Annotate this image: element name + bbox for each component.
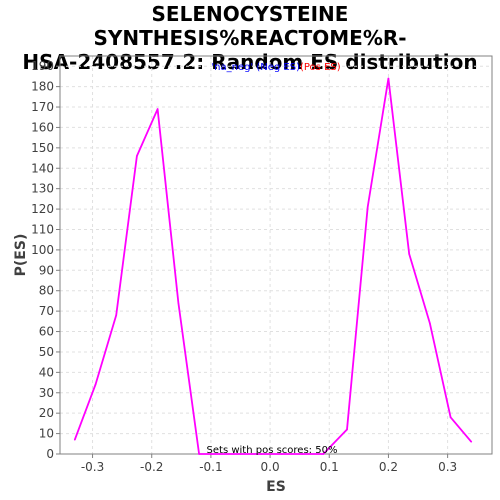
y-tick-label: 160 (31, 120, 54, 134)
data-point (366, 206, 369, 208)
data-point (94, 383, 97, 386)
legend: 'na_neg' (Neg ES)(Pos ES) (211, 62, 340, 73)
data-point (301, 453, 304, 455)
data-point (260, 453, 263, 455)
data-point (115, 314, 118, 317)
y-tick-label: 80 (39, 284, 54, 298)
y-tick-label: 170 (31, 100, 54, 114)
data-point (218, 453, 221, 455)
x-tick-label: 0.2 (379, 460, 398, 474)
x-tick-label: 0.1 (320, 460, 339, 474)
data-point (429, 322, 431, 325)
x-axis: -0.3 -0.2 -0.1 0.0 0.1 0.2 0.3 (81, 454, 457, 474)
chart-title: SELENOCYSTEINE SYNTHESIS%REACTOME%R- HSA… (0, 2, 500, 74)
y-tick-label: 70 (39, 304, 54, 318)
y-tick-label: 120 (31, 202, 54, 216)
y-tick-label: 20 (39, 406, 54, 420)
grid (60, 56, 492, 455)
data-point (387, 77, 390, 80)
y-axis: 0 10 20 30 40 50 60 70 80 90 100 110 120 130 140 150 160… (31, 59, 60, 461)
y-tick-label: 180 (31, 80, 54, 94)
y-tick-label: 140 (31, 161, 54, 175)
x-tick-label: -0.1 (199, 460, 222, 474)
y-tick-label: 130 (31, 182, 54, 196)
data-point (136, 155, 138, 157)
data-point (198, 453, 200, 455)
data-point (177, 302, 180, 304)
data-point (322, 453, 325, 455)
y-tick-label: 0 (46, 447, 54, 461)
y-tick-label: 50 (39, 345, 54, 359)
data-point (346, 428, 348, 431)
data-point (156, 108, 159, 110)
y-axis-label: P(ES) (13, 234, 29, 277)
chart-title-line-2: HSA-2408557.2: Random ES distribution (22, 50, 478, 74)
data-point (281, 453, 283, 455)
chart-title-line-1: SELENOCYSTEINE SYNTHESIS%REACTOME%R- (93, 2, 407, 50)
es-distribution-line (73, 77, 472, 455)
y-tick-label: 90 (39, 263, 54, 277)
series-layer (73, 77, 473, 455)
data-point (408, 253, 410, 255)
x-tick-label: -0.3 (81, 460, 104, 474)
data-point (73, 438, 76, 441)
y-tick-label: 40 (39, 365, 54, 379)
annotation-pos-scores: Sets with pos scores: 50% (207, 445, 338, 456)
y-tick-label: 10 (39, 427, 54, 441)
y-tick-label: 100 (31, 243, 54, 257)
x-tick-label: 0.0 (261, 460, 280, 474)
y-tick-label: 60 (39, 325, 54, 339)
data-point (449, 416, 452, 419)
y-tick-label: 190 (31, 59, 54, 73)
legend-prefix: 'na_neg' (211, 62, 256, 73)
x-tick-label: 0.3 (438, 460, 457, 474)
data-point (239, 453, 242, 455)
y-tick-label: 110 (31, 222, 54, 236)
data-point (470, 440, 473, 443)
x-tick-label: -0.2 (140, 460, 163, 474)
y-tick-label: 30 (39, 386, 54, 400)
legend-neg: (Neg ES) (256, 62, 300, 73)
y-tick-label: 150 (31, 141, 54, 155)
x-axis-label: ES (266, 479, 286, 495)
legend-pos: (Pos ES) (300, 62, 341, 73)
